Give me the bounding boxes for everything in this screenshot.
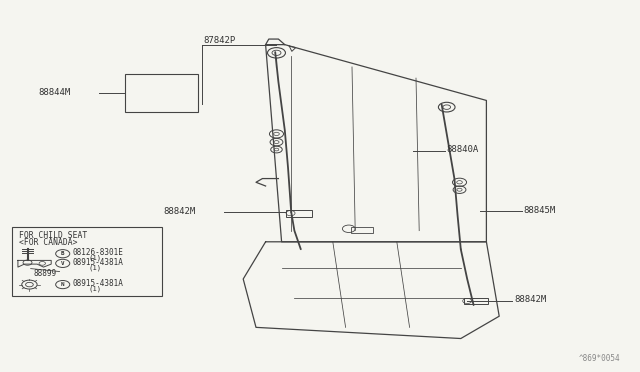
Text: 88899: 88899 (34, 269, 57, 278)
Bar (464, 298, 488, 304)
Text: FOR CHILD SEAT: FOR CHILD SEAT (19, 231, 88, 240)
Text: 88842M: 88842M (163, 207, 195, 216)
Text: (1): (1) (88, 286, 102, 292)
Text: 08915-4381A: 08915-4381A (73, 258, 124, 267)
Text: V: V (61, 261, 65, 266)
Text: (1): (1) (88, 255, 102, 262)
Bar (12, 227, 162, 296)
Text: 88842M: 88842M (514, 295, 546, 304)
Text: 88840A: 88840A (447, 145, 479, 154)
Bar (125, 74, 198, 112)
Text: N: N (61, 282, 65, 287)
Bar (286, 210, 312, 217)
Text: B: B (61, 251, 65, 256)
Text: ^869*0054: ^869*0054 (579, 354, 621, 363)
Text: 88845M: 88845M (524, 206, 556, 215)
Text: 08126-8301E: 08126-8301E (73, 248, 124, 257)
Text: <FOR CANADA>: <FOR CANADA> (19, 238, 77, 247)
Text: 87842P: 87842P (204, 36, 236, 45)
Text: (1): (1) (88, 264, 102, 271)
Text: 08915-4381A: 08915-4381A (73, 279, 124, 288)
Bar (351, 227, 373, 232)
Text: 88844M: 88844M (38, 88, 70, 97)
